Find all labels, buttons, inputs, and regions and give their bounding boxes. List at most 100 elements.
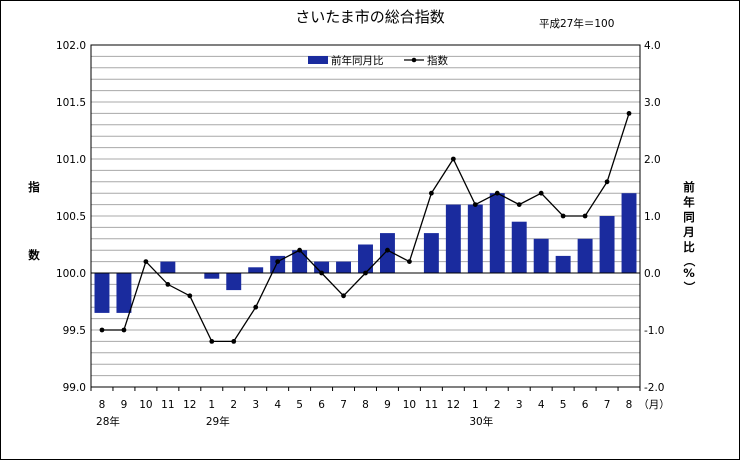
index-point: [560, 213, 566, 219]
right-tick-label: 0.0: [644, 268, 661, 280]
x-tick-label: 8: [626, 399, 633, 411]
x-tick-label: 9: [121, 399, 128, 411]
legend-bar-label: 前年同月比: [331, 54, 384, 67]
index-point: [143, 259, 149, 264]
x-tick-label: 4: [274, 399, 281, 411]
index-point: [516, 202, 522, 208]
x-tick-label: 6: [318, 399, 325, 411]
index-point: [121, 327, 127, 333]
index-point: [538, 190, 544, 196]
right-axis-label-5: 比: [683, 240, 695, 254]
year-label: 28年: [96, 415, 120, 428]
x-tick-labels: 8 9 10 11 12 1 2 3 4 5 6 7 8 9 10 11 12 1 2 3 4 5 6 7 8: [99, 399, 633, 411]
index-point: [582, 213, 588, 219]
index-point: [231, 339, 237, 344]
right-axis-label-3: 同: [683, 210, 695, 224]
year-labels: 28年 29年 30年: [96, 415, 493, 428]
bar: [621, 193, 637, 273]
index-point: [99, 327, 105, 333]
index-point: [165, 282, 171, 287]
legend-line-label: 指数: [427, 54, 448, 67]
right-tick-label: -2.0: [644, 382, 665, 394]
x-tick-label: 3: [252, 399, 259, 411]
base-year-note: 平成27年＝100: [539, 17, 614, 30]
right-tick-label: 2.0: [644, 154, 661, 166]
x-tick-label: 2: [494, 399, 501, 411]
left-tick-label: 99.0: [63, 382, 86, 394]
left-tick-label: 100.0: [56, 268, 86, 280]
x-tick-label: 2: [230, 399, 237, 411]
left-tick-label: 99.5: [63, 325, 86, 337]
x-tick-label: 11: [425, 399, 438, 411]
x-tick-label: 12: [447, 399, 460, 411]
x-tick-label: 1: [472, 399, 479, 411]
right-axis-label-8: ）: [682, 281, 696, 293]
index-point: [407, 259, 412, 264]
left-axis-label-1: 指: [28, 180, 40, 194]
x-tick-label: 4: [538, 399, 545, 411]
x-tick-label: 1: [208, 399, 215, 411]
x-tick-label: 9: [384, 399, 391, 411]
right-axis-label-7: %: [683, 266, 695, 280]
x-tick-label: 10: [403, 399, 416, 411]
plot-border: [90, 44, 641, 388]
x-tick-label: 6: [582, 399, 589, 411]
right-tick-label: 1.0: [644, 211, 661, 223]
right-axis-label: 前 年 同 月 比 （ % ）: [682, 180, 696, 293]
right-tick-label: -1.0: [644, 325, 665, 337]
right-tick-label: 3.0: [644, 97, 661, 109]
axes: 99.0 99.5 100.0 100.5 101.0 101.5 102.0 -2.0 -1.…: [56, 40, 665, 394]
bar: [423, 233, 439, 273]
bar: [358, 244, 373, 273]
right-axis-label-4: 月: [682, 225, 695, 239]
legend-bar-swatch: [308, 56, 328, 64]
bar: [292, 250, 308, 273]
left-tick-label: 100.5: [56, 211, 86, 223]
bar: [467, 204, 483, 273]
left-tick-label: 102.0: [56, 40, 86, 52]
chart-title: さいたま市の総合指数: [295, 8, 445, 26]
left-axis-label-2: 数: [28, 248, 40, 262]
x-tick-label: 8: [362, 399, 369, 411]
right-axis-label-6: （: [682, 255, 696, 267]
x-tick-label: 3: [516, 399, 523, 411]
left-tick-label: 101.0: [56, 154, 86, 166]
year-label: 29年: [206, 415, 230, 428]
x-tick-label: 11: [161, 399, 174, 411]
bar: [599, 216, 615, 273]
x-tick-label: 7: [340, 399, 347, 411]
x-unit-label: （月）: [638, 399, 670, 411]
x-tick-label: 8: [99, 399, 106, 411]
bar: [160, 261, 176, 273]
index-point: [275, 259, 281, 264]
bar: [445, 204, 461, 273]
bar: [379, 233, 395, 273]
bar: [116, 273, 132, 313]
index-point: [209, 339, 215, 344]
x-tick-label: 12: [183, 399, 196, 411]
x-tick-label: 5: [296, 399, 303, 411]
x-tick-label: 10: [139, 399, 152, 411]
bar: [204, 273, 220, 279]
left-tick-label: 101.5: [56, 97, 86, 109]
legend: 前年同月比 指数: [308, 54, 448, 67]
bar: [336, 261, 352, 273]
index-point: [385, 247, 390, 253]
index-point: [472, 202, 478, 208]
bar: [226, 273, 242, 291]
right-axis-label-2: 年: [683, 195, 695, 209]
x-tick-label: 7: [604, 399, 611, 411]
legend-line-marker: [411, 57, 417, 63]
bar: [489, 193, 505, 273]
year-label: 30年: [469, 415, 493, 428]
index-point: [604, 179, 610, 185]
bar: [555, 255, 571, 273]
index-point: [450, 156, 456, 162]
index-point: [297, 247, 303, 253]
right-axis-label-1: 前: [683, 180, 695, 194]
index-point: [494, 190, 500, 196]
index-point: [341, 293, 346, 299]
bar: [94, 273, 110, 313]
